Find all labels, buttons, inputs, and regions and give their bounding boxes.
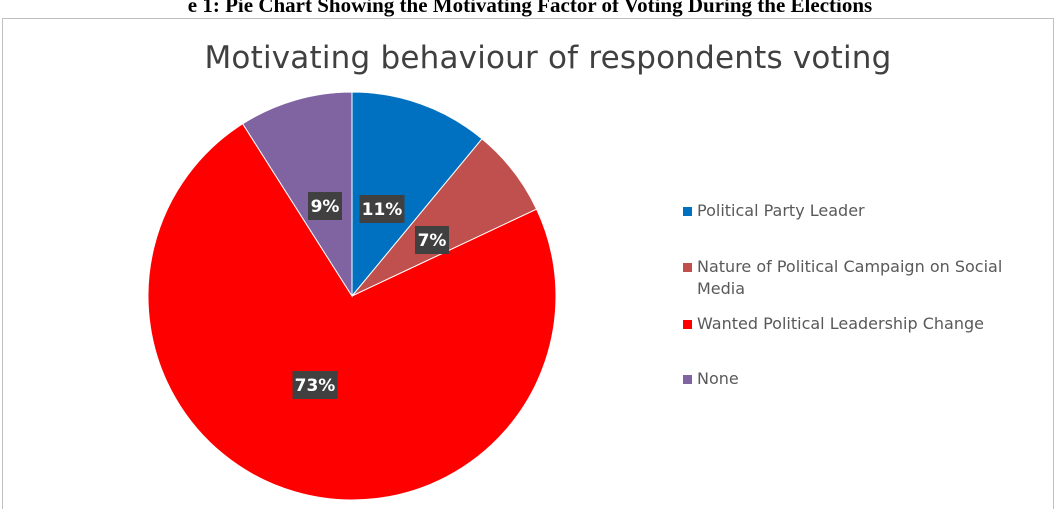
legend-item-leadership-change: Wanted Political Leadership Change <box>683 313 1043 335</box>
legend-item-political-party-leader: Political Party Leader <box>683 200 1043 222</box>
pie-slices <box>147 91 557 501</box>
data-label-box <box>359 195 405 223</box>
data-label-text: 7% <box>418 231 447 251</box>
legend-swatch <box>683 320 692 329</box>
pie-slice-wanted-political-leadership-change <box>147 123 557 501</box>
chart-title: Motivating behaviour of respondents voti… <box>204 40 892 76</box>
chart-legend: Political Party Leader Nature of Politic… <box>683 200 1043 388</box>
figure-caption: e 1: Pie Chart Showing the Motivating Fa… <box>187 0 873 17</box>
legend-swatch <box>683 263 692 272</box>
data-label-text: 11% <box>362 200 403 220</box>
legend-item-none: None <box>683 368 1043 390</box>
pie-data-label: 7% <box>415 226 449 254</box>
legend-label: Wanted Political Leadership Change <box>697 314 984 333</box>
data-label-box <box>292 371 338 399</box>
pie-slice-none <box>241 91 353 298</box>
legend-label: Political Party Leader <box>697 201 865 220</box>
legend-label: None <box>697 369 739 388</box>
data-label-text: 73% <box>295 376 336 396</box>
pie-data-label: 11% <box>359 195 405 223</box>
pie-data-label: 73% <box>292 371 338 399</box>
legend-swatch <box>683 207 692 216</box>
pie-slice-political-party-leader <box>351 91 483 298</box>
legend-item-social-media-campaign: Nature of Political Campaign on Social M… <box>683 256 1043 300</box>
data-label-box <box>308 192 342 220</box>
data-label-text: 9% <box>311 197 340 217</box>
legend-swatch <box>683 375 692 384</box>
pie-data-label: 9% <box>308 192 342 220</box>
pie-data-labels: 11% 7% 73% 9% <box>292 192 449 399</box>
legend-label: Nature of Political Campaign on Social M… <box>697 257 1003 298</box>
data-label-box <box>415 226 449 254</box>
